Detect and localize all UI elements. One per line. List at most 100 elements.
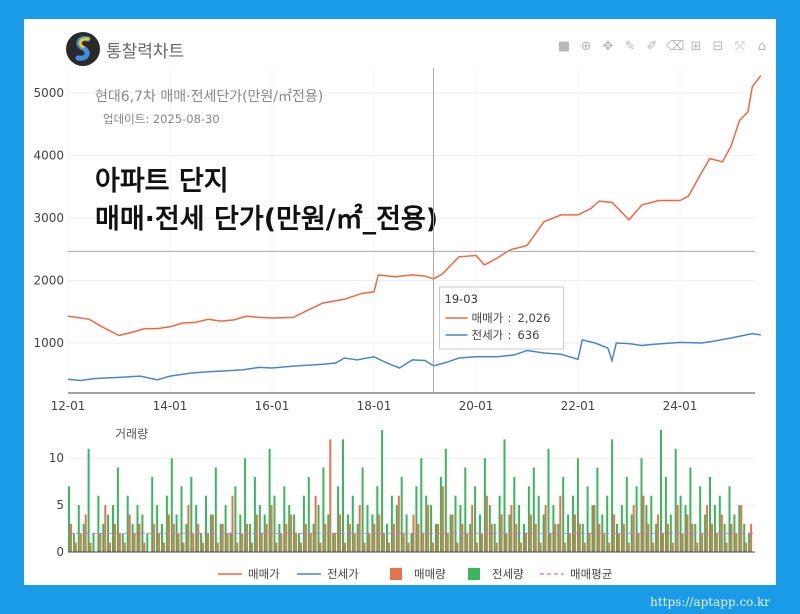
sale-volume-bar xyxy=(427,505,430,552)
sale-volume-bar xyxy=(740,505,743,552)
rent-volume-bar xyxy=(376,486,379,552)
sale-volume-bar xyxy=(549,533,552,552)
sale-volume-bar xyxy=(285,523,288,552)
sale-volume-bar xyxy=(495,542,498,552)
sale-volume-bar xyxy=(378,514,381,552)
rent-volume-bar xyxy=(351,495,354,552)
logo-icon xyxy=(66,32,100,66)
rent-volume-bar xyxy=(390,495,393,552)
sale-volume-bar xyxy=(627,542,630,552)
sale-volume-bar xyxy=(554,523,557,552)
rent-volume-bar xyxy=(430,505,433,552)
rent-volume-bar xyxy=(645,505,648,552)
sale-volume-bar xyxy=(70,523,72,552)
sale-volume-bar xyxy=(216,542,219,552)
sale-volume-bar xyxy=(539,542,542,552)
rent-volume-bar xyxy=(664,476,667,552)
sale-volume-bar xyxy=(182,542,185,552)
rent-volume-bar xyxy=(474,486,477,552)
sale-volume-bar xyxy=(466,533,469,552)
rent-volume-bar xyxy=(572,495,574,552)
rent-volume-bar xyxy=(258,505,261,552)
rent-volume-bar xyxy=(278,523,281,552)
sale-volume-bar xyxy=(197,523,200,552)
camera-icon[interactable]: ■ xyxy=(557,39,571,54)
zoom-in-icon[interactable]: ⊞ xyxy=(690,39,702,54)
rent-volume-bar xyxy=(307,476,310,552)
draw-line-icon[interactable]: ✎ xyxy=(624,39,636,54)
rent-volume-bar xyxy=(660,430,662,552)
zoom-icon[interactable]: ⊕ xyxy=(580,39,592,54)
sale-volume-bar xyxy=(304,523,307,552)
rent-volume-bar xyxy=(562,476,565,552)
sale-volume-bar xyxy=(750,523,753,552)
rent-volume-bar xyxy=(151,476,154,552)
site-url: https://aptapp.co.kr xyxy=(650,595,770,609)
rent-volume-bar xyxy=(112,505,114,552)
sale-volume-bar xyxy=(153,523,156,552)
sale-volume-bar xyxy=(569,533,572,552)
rent-volume-bar xyxy=(381,430,384,552)
rent-volume-bar xyxy=(439,476,442,552)
y-tick-label: 5000 xyxy=(33,86,64,100)
sale-volume-bar xyxy=(471,505,474,552)
erase-icon[interactable]: ⌫ xyxy=(666,39,685,54)
rent-volume-bar xyxy=(332,533,335,552)
rent-volume-bar xyxy=(684,505,687,552)
sale-volume-bar xyxy=(402,533,405,552)
chart-toolbar: ■ ⊕ ✥ ✎ ✐ ⌫ ⊞ ⊟ ⤧ ⌂ xyxy=(556,39,770,54)
sale-volume-bar xyxy=(163,542,165,552)
sale-volume-bar xyxy=(226,533,229,552)
sale-volume-bar xyxy=(397,495,400,552)
rent-volume-bar xyxy=(185,523,188,552)
pan-icon[interactable]: ✥ xyxy=(602,39,614,54)
rent-volume-bar xyxy=(366,505,369,552)
rent-volume-bar xyxy=(557,523,560,552)
zoom-out-icon[interactable]: ⊟ xyxy=(712,39,724,54)
volume-title: 거래량 xyxy=(115,427,148,441)
sale-volume-bar xyxy=(730,523,733,552)
rent-volume-bar xyxy=(547,448,550,552)
sale-volume-bar xyxy=(158,533,161,552)
sale-volume-bar xyxy=(735,533,738,552)
sale-volume-bar xyxy=(515,523,518,552)
sale-volume-bar xyxy=(505,533,508,552)
chart-panel: 통찰력차트 ■ ⊕ ✥ ✎ ✐ ⌫ ⊞ ⊟ ⤧ ⌂ xyxy=(24,19,776,585)
sale-volume-bar xyxy=(241,533,244,552)
sale-volume-bar xyxy=(353,533,356,552)
draw-freehand-icon[interactable]: ✐ xyxy=(646,39,658,54)
sale-volume-bar xyxy=(725,542,728,552)
sale-volume-bar xyxy=(309,533,312,552)
rent-volume-bar xyxy=(459,505,462,552)
rent-volume-bar xyxy=(723,523,726,552)
rent-volume-bar xyxy=(68,486,70,552)
sale-volume-bar xyxy=(363,542,366,552)
rent-volume-bar xyxy=(650,495,653,552)
y-tick-label: 4000 xyxy=(33,149,64,163)
rent-volume-bar xyxy=(288,505,291,552)
rent-volume-bar xyxy=(449,514,452,552)
sale-volume-bar xyxy=(485,495,488,552)
rent-volume-bar xyxy=(425,495,428,552)
legend-rent-price: 전세가 xyxy=(327,567,359,581)
sale-volume-bar xyxy=(588,533,591,552)
legend-rent-volume-swatch xyxy=(468,568,480,580)
rent-volume-bar xyxy=(322,467,325,552)
sale-volume-bar xyxy=(280,533,283,552)
rent-volume-bar xyxy=(400,476,403,552)
home-icon[interactable]: ⌂ xyxy=(757,39,767,54)
sale-volume-bar xyxy=(373,523,376,552)
rent-volume-bar xyxy=(244,458,247,552)
rent-volume-bar xyxy=(298,533,300,552)
rent-volume-bar xyxy=(469,523,472,552)
rent-volume-bar xyxy=(498,495,501,552)
tooltip-sep: : xyxy=(508,311,512,325)
autoscale-icon[interactable]: ⤧ xyxy=(734,39,746,54)
legend-sale-volume: 매매량 xyxy=(414,567,446,581)
rent-volume-bar xyxy=(709,476,711,552)
rent-volume-bar xyxy=(523,523,525,552)
rent-volume-bar xyxy=(606,495,609,552)
rent-volume-bar xyxy=(273,495,276,552)
rent-volume-bar xyxy=(527,486,530,552)
sale-volume-bar xyxy=(314,495,317,552)
